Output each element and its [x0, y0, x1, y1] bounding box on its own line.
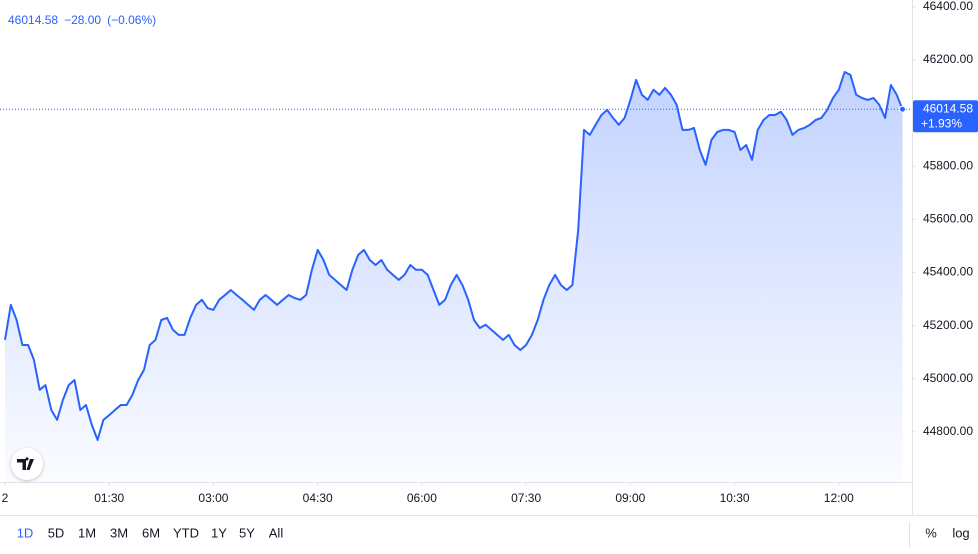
change-label: +1.93% — [921, 116, 962, 130]
scale-option[interactable]: log — [952, 525, 969, 540]
x-tick-label: 10:30 — [720, 491, 750, 505]
area-fill — [5, 72, 903, 482]
timeframe-button[interactable]: 6M — [142, 525, 160, 540]
x-tick-label: 2 — [2, 491, 9, 505]
last-point — [899, 105, 907, 113]
legend-change-percent: (−0.06%) — [107, 13, 156, 27]
timeframe-button[interactable]: YTD — [173, 525, 199, 540]
x-tick-label: 12:00 — [824, 491, 854, 505]
legend-price: 46014.58 — [8, 13, 58, 27]
y-tick-label: 44800.00 — [923, 424, 973, 438]
legend-text: 46014.58 −28.00 (−0.06%) — [8, 13, 156, 27]
legend-change: −28.00 — [64, 13, 101, 27]
timeframe-button[interactable]: 5Y — [239, 525, 255, 540]
x-tick-label: 03:00 — [198, 491, 228, 505]
logo-glyph[interactable] — [17, 457, 34, 470]
y-tick-label: 45600.00 — [923, 212, 973, 226]
logo-badge[interactable] — [11, 448, 43, 480]
y-tick-label: 45000.00 — [923, 371, 973, 385]
price-label-box — [913, 100, 978, 133]
timeframe-button[interactable]: 1D — [17, 525, 34, 540]
y-tick-label: 45200.00 — [923, 318, 973, 332]
y-tick-label: 45800.00 — [923, 158, 973, 172]
logo[interactable] — [11, 448, 43, 480]
timeframe-button[interactable]: 5D — [48, 525, 65, 540]
price-label: 46014.58 — [923, 101, 973, 115]
plot-area — [0, 71, 912, 482]
x-tick-label: 01:30 — [94, 491, 124, 505]
legend: 46014.58 −28.00 (−0.06%) — [8, 13, 156, 27]
x-tick-label: 06:00 — [407, 491, 437, 505]
timeframe-button[interactable]: 3M — [110, 525, 128, 540]
y-tick-label: 45400.00 — [923, 265, 973, 279]
x-tick-label: 07:30 — [511, 491, 541, 505]
scale-option[interactable]: % — [925, 525, 937, 540]
y-tick-label: 46400.00 — [923, 0, 973, 13]
x-tick-label: 04:30 — [303, 491, 333, 505]
price-line — [4, 71, 904, 441]
x-tick-label: 09:00 — [615, 491, 645, 505]
timeframe-button[interactable]: 1M — [78, 525, 96, 540]
timeframe-button[interactable]: 1Y — [211, 525, 227, 540]
timeframe-button[interactable]: All — [269, 525, 284, 540]
y-tick-label: 46200.00 — [923, 52, 973, 66]
